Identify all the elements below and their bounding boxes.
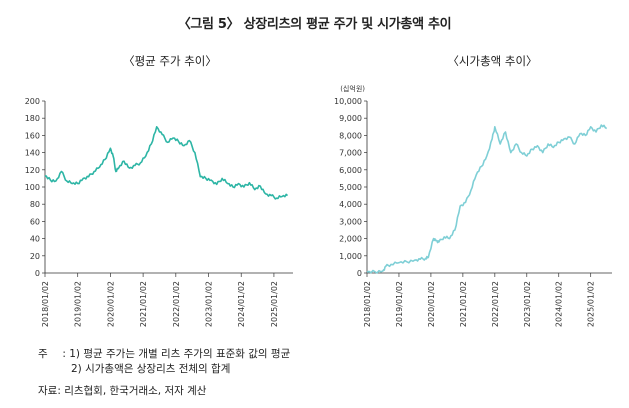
y-tick-label-1-4: 4,000	[339, 200, 362, 209]
series-line-0-0	[44, 126, 289, 200]
y-tick-label-0-0: 0	[35, 269, 40, 278]
x-tick-label-1-5: 2023/01/02	[523, 281, 532, 327]
note-line-2: 2) 시가총액은 상장리츠 전체의 합계	[38, 362, 290, 377]
x-tick-label-0-4: 2022/01/02	[172, 281, 181, 327]
x-tick-label-0-2: 2020/01/02	[106, 281, 115, 327]
series-line-1-0	[366, 124, 608, 274]
x-tick-label-1-4: 2022/01/02	[491, 281, 500, 327]
x-tick-label-0-3: 2021/01/02	[139, 281, 148, 327]
y-tick-label-0-10: 200	[25, 97, 40, 106]
x-tick-label-1-6: 2024/01/02	[555, 281, 564, 327]
y-tick-label-1-0: 0	[357, 269, 362, 278]
y-tick-label-0-5: 100	[25, 183, 40, 192]
y-axis-unit-1: (십억원)	[340, 84, 365, 93]
y-tick-label-1-1: 1,000	[339, 252, 362, 261]
x-tick-label-0-5: 2023/01/02	[205, 281, 214, 327]
y-tick-label-0-1: 20	[30, 252, 40, 261]
y-tick-label-0-7: 140	[25, 149, 40, 158]
x-tick-label-1-0: 2018/01/02	[363, 281, 372, 327]
y-tick-label-1-8: 8,000	[339, 131, 362, 140]
y-tick-label-0-3: 60	[30, 217, 40, 226]
y-tick-label-0-8: 160	[25, 131, 40, 140]
y-tick-label-1-9: 9,000	[339, 114, 362, 123]
note-text-1: : 1) 평균 주가는 개별 리츠 주가의 표준화 값의 평균	[62, 348, 291, 360]
notes: 주 : 1) 평균 주가는 개별 리츠 주가의 표준화 값의 평균 2) 시가총…	[38, 347, 290, 377]
x-tick-label-0-0: 2018/01/02	[41, 281, 50, 327]
y-tick-label-1-5: 5,000	[339, 183, 362, 192]
y-tick-label-1-10: 10,000	[334, 97, 362, 106]
x-tick-label-1-1: 2019/01/02	[395, 281, 404, 327]
note-line-1: 주 : 1) 평균 주가는 개별 리츠 주가의 표준화 값의 평균	[38, 347, 290, 362]
note-prefix: 주	[38, 348, 48, 360]
x-tick-label-0-1: 2019/01/02	[74, 281, 83, 327]
right-chart-title: 〈시가총액 추이〉	[447, 54, 538, 68]
x-tick-label-0-6: 2024/01/02	[237, 281, 246, 327]
y-tick-label-1-6: 6,000	[339, 166, 362, 175]
y-tick-label-1-2: 2,000	[339, 235, 362, 244]
x-tick-label-1-2: 2020/01/02	[427, 281, 436, 327]
y-tick-label-1-7: 7,000	[339, 149, 362, 158]
y-tick-label-0-4: 80	[30, 200, 40, 209]
y-tick-label-0-6: 120	[25, 166, 40, 175]
y-tick-label-0-9: 180	[25, 114, 40, 123]
note-text-2: 2) 시가총액은 상장리츠 전체의 합계	[71, 363, 231, 375]
x-tick-label-1-3: 2021/01/02	[459, 281, 468, 327]
y-tick-label-0-2: 40	[30, 235, 40, 244]
figure-title: 〈그림 5〉 상장리츠의 평균 주가 및 시가총액 추이	[177, 17, 452, 32]
left-chart-title: 〈평균 주가 추이〉	[123, 54, 217, 68]
y-tick-label-1-3: 3,000	[339, 217, 362, 226]
x-tick-label-0-7: 2025/01/02	[270, 281, 279, 327]
source-text: 자료: 리츠협회, 한국거래소, 저자 계산	[38, 385, 207, 397]
x-tick-label-1-7: 2025/01/02	[587, 281, 596, 327]
